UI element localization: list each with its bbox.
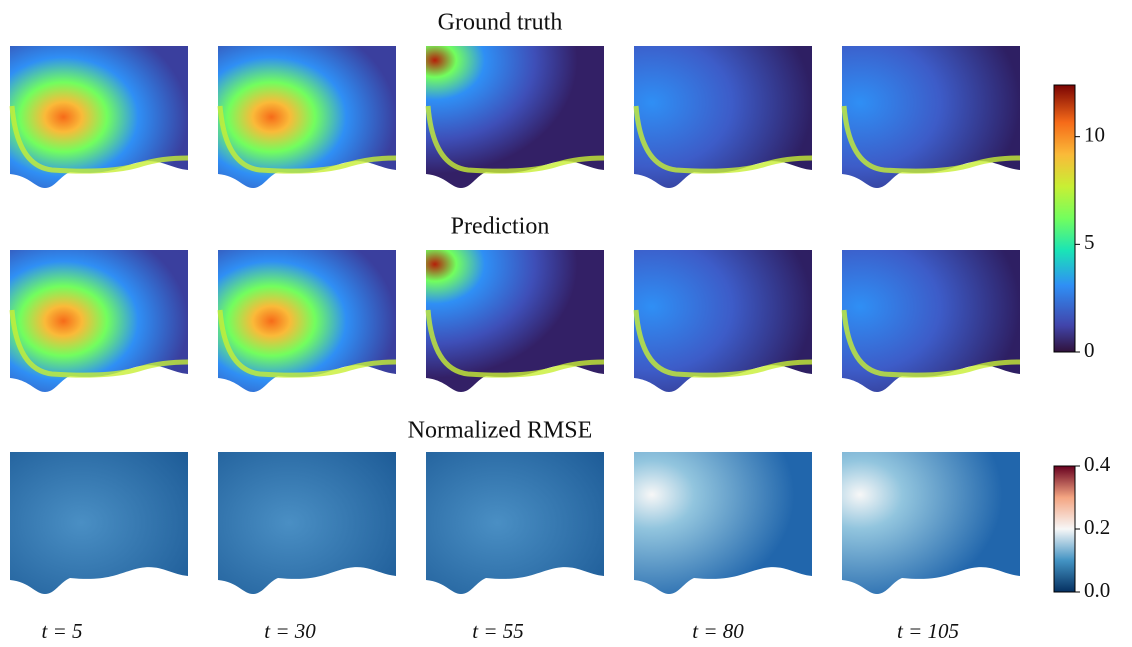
time-label: t = 55 bbox=[472, 619, 524, 643]
colorbar-tick-label: 0.0 bbox=[1084, 578, 1110, 602]
colorbar bbox=[1054, 466, 1075, 592]
colorbar-tick-label: 0.2 bbox=[1084, 515, 1110, 539]
heatmap-panel bbox=[426, 452, 604, 594]
time-label: t = 5 bbox=[41, 619, 82, 643]
colorbar bbox=[1054, 85, 1075, 352]
time-label: t = 105 bbox=[897, 619, 959, 643]
row-title: Prediction bbox=[451, 214, 550, 240]
heatmap-panel bbox=[218, 452, 396, 594]
colorbar-tick-label: 5 bbox=[1084, 230, 1095, 254]
colorbar-tick-label: 10 bbox=[1084, 122, 1105, 146]
time-label: t = 80 bbox=[692, 619, 744, 643]
row-title: Normalized RMSE bbox=[408, 418, 593, 444]
heatmap-panel bbox=[842, 452, 1020, 594]
colorbar-tick-label: 0 bbox=[1084, 338, 1095, 362]
row-title: Ground truth bbox=[438, 10, 563, 36]
heatmap-panel bbox=[10, 452, 188, 594]
time-label: t = 30 bbox=[264, 619, 316, 643]
figure: Ground truth Prediction Normalized RMSE … bbox=[0, 0, 1132, 647]
heatmap-panel bbox=[634, 452, 812, 594]
colorbar-tick-label: 0.4 bbox=[1084, 452, 1111, 476]
